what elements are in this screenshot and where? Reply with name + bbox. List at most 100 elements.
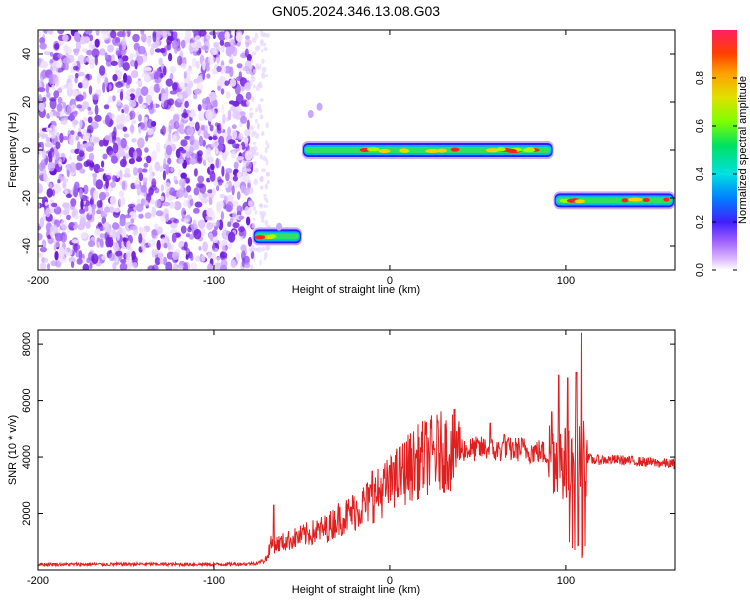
noise-blob xyxy=(82,117,88,122)
noise-blob xyxy=(45,137,51,143)
x-tick-label: -200 xyxy=(27,275,49,287)
noise-blob xyxy=(103,104,110,110)
noise-blob xyxy=(201,192,208,199)
noise-blob xyxy=(243,262,251,269)
noise-blob xyxy=(245,35,250,41)
noise-blob xyxy=(231,185,235,196)
noise-blob xyxy=(206,73,211,79)
noise-blob xyxy=(228,100,235,105)
noise-blob xyxy=(125,114,131,123)
noise-blob xyxy=(198,192,203,201)
noise-blob xyxy=(150,199,155,205)
noise-blob xyxy=(119,218,126,227)
noise-blob xyxy=(176,264,184,269)
noise-blob xyxy=(41,239,47,249)
noise-blob xyxy=(143,116,148,123)
noise-blob xyxy=(110,155,118,164)
noise-blob xyxy=(80,198,84,210)
noise-blob xyxy=(153,83,161,93)
noise-blob xyxy=(259,98,264,102)
colorbar-gradient xyxy=(712,30,737,270)
noise-blob xyxy=(261,66,267,73)
noise-blob xyxy=(45,83,50,94)
noise-blob xyxy=(261,58,265,64)
track-hotspot xyxy=(628,197,643,202)
noise-blob xyxy=(154,48,162,53)
noise-blob xyxy=(70,130,75,136)
track-hotspot xyxy=(496,147,506,152)
noise-blob xyxy=(64,44,69,53)
noise-blob xyxy=(108,252,115,262)
noise-blob xyxy=(41,133,49,138)
noise-blob xyxy=(180,225,187,234)
noise-blob xyxy=(93,136,100,143)
noise-blob xyxy=(262,156,267,162)
noise-blob xyxy=(232,109,239,119)
noise-blob xyxy=(178,158,184,164)
noise-blob xyxy=(118,190,125,198)
noise-blob xyxy=(68,256,76,263)
noise-blob xyxy=(151,43,157,49)
noise-blob xyxy=(264,219,269,226)
noise-blob xyxy=(189,158,197,165)
noise-blob xyxy=(242,66,250,72)
y-tick-label: 20 xyxy=(21,96,33,108)
noise-blob xyxy=(42,96,47,103)
noise-blob xyxy=(259,210,263,216)
noise-blob xyxy=(43,30,48,35)
noise-blob xyxy=(229,78,237,87)
noise-blob xyxy=(140,198,145,207)
noise-blob xyxy=(266,179,270,185)
noise-blob xyxy=(172,135,178,143)
noise-blob xyxy=(47,30,54,35)
noise-blob xyxy=(222,113,226,124)
noise-blob xyxy=(135,203,144,212)
noise-blob xyxy=(167,157,172,165)
noise-blob xyxy=(260,39,264,44)
y-tick-label: 4000 xyxy=(21,445,33,469)
bottom-x-axis-label: Height of straight line (km) xyxy=(292,584,420,596)
noise-blob xyxy=(65,193,72,198)
isolated-blob xyxy=(316,102,323,111)
noise-blob xyxy=(69,112,74,122)
noise-blob xyxy=(245,161,252,170)
noise-blob xyxy=(169,65,177,74)
noise-blob xyxy=(44,201,48,207)
noise-blob xyxy=(215,157,219,169)
noise-blob xyxy=(104,204,111,215)
noise-blob xyxy=(244,129,251,137)
noise-blob xyxy=(255,107,259,113)
noise-blob xyxy=(79,35,87,45)
noise-blob xyxy=(114,64,119,75)
noise-blob xyxy=(146,118,154,129)
noise-blob xyxy=(98,65,106,76)
noise-blob xyxy=(138,55,144,65)
spectral-track xyxy=(301,141,554,159)
noise-blob xyxy=(112,142,119,154)
noise-blob xyxy=(231,124,237,130)
noise-blob xyxy=(207,189,213,194)
noise-blob xyxy=(189,146,194,155)
noise-blob xyxy=(151,249,155,258)
noise-blob xyxy=(220,121,224,132)
noise-blob xyxy=(137,137,145,149)
noise-blob xyxy=(264,183,269,190)
noise-blob xyxy=(138,213,144,219)
noise-blob xyxy=(247,236,253,247)
noise-blob xyxy=(235,32,243,43)
noise-blob xyxy=(169,201,176,209)
noise-blob xyxy=(57,179,61,184)
noise-blob xyxy=(91,48,100,58)
noise-blob xyxy=(106,227,112,235)
noise-blob xyxy=(62,181,67,189)
noise-blob xyxy=(185,86,192,97)
noise-blob xyxy=(129,110,136,120)
noise-blob xyxy=(92,93,100,101)
noise-blob xyxy=(54,77,60,87)
noise-blob xyxy=(216,53,221,64)
noise-blob xyxy=(196,151,200,158)
noise-blob xyxy=(44,142,53,148)
noise-blob xyxy=(77,71,85,77)
noise-blob xyxy=(62,136,68,141)
